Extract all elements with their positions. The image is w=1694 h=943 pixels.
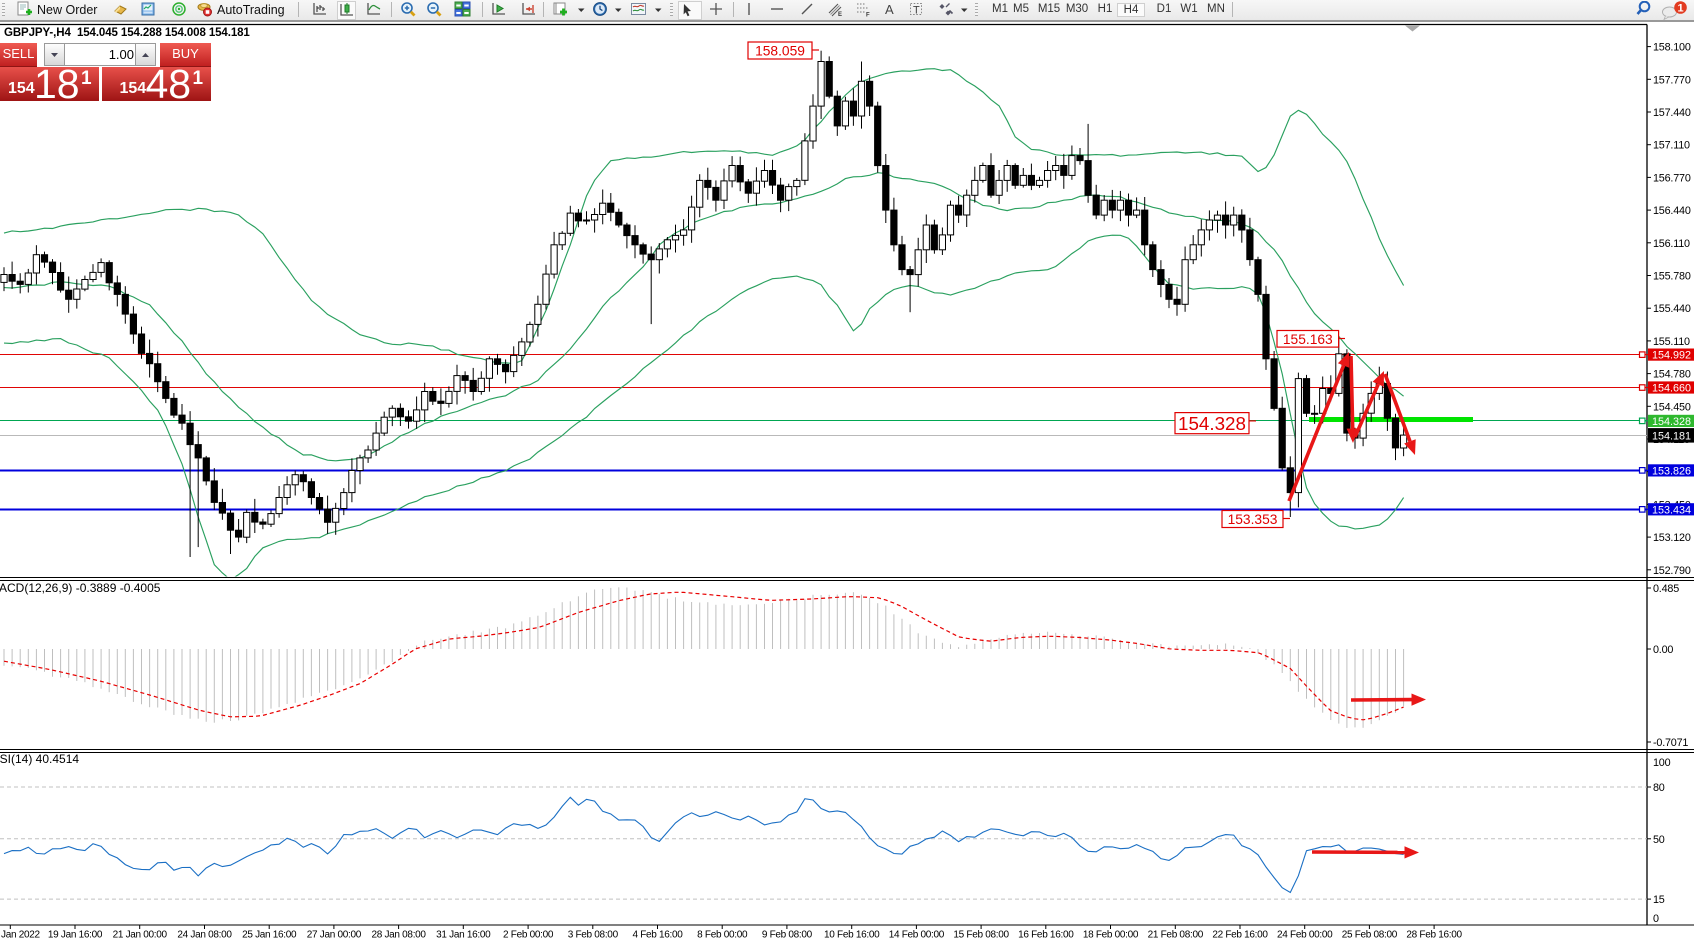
svg-text:154.328: 154.328 [1652,416,1691,428]
svg-text:153.826: 153.826 [1652,465,1691,477]
svg-text:F: F [866,13,870,19]
svg-text:152.790: 152.790 [1653,565,1691,577]
svg-text:-0.7071: -0.7071 [1653,737,1688,749]
svg-text:154.328: 154.328 [1178,413,1246,434]
svg-text:15: 15 [1653,894,1665,906]
svg-text:50: 50 [1653,834,1665,846]
svg-text:153.120: 153.120 [1653,532,1691,544]
svg-text:25 Feb 08:00: 25 Feb 08:00 [1342,930,1398,941]
svg-text:158.100: 158.100 [1653,42,1691,54]
svg-text:10 Feb 16:00: 10 Feb 16:00 [824,930,880,941]
svg-text:154.450: 154.450 [1653,401,1691,413]
svg-text:25 Jan 16:00: 25 Jan 16:00 [242,930,297,941]
svg-text:155.440: 155.440 [1653,303,1691,315]
svg-text:24 Feb 00:00: 24 Feb 00:00 [1277,930,1333,941]
svg-text:153.353: 153.353 [1228,512,1278,527]
svg-text:4 Feb 16:00: 4 Feb 16:00 [632,930,683,941]
svg-text:E: E [838,12,842,18]
svg-text:A: A [885,2,894,17]
svg-text:157.440: 157.440 [1653,107,1691,119]
svg-text:155.110: 155.110 [1653,336,1690,348]
svg-text:100: 100 [1653,757,1671,769]
svg-text:156.110: 156.110 [1653,238,1690,250]
svg-text:3 Feb 08:00: 3 Feb 08:00 [568,930,619,941]
svg-text:24 Jan 08:00: 24 Jan 08:00 [177,930,232,941]
svg-text:153.434: 153.434 [1652,504,1691,516]
svg-text:154.181: 154.181 [1652,430,1691,442]
svg-text:154.660: 154.660 [1652,383,1691,395]
svg-text:158.059: 158.059 [755,44,805,59]
svg-text:RSI(14) 40.4514: RSI(14) 40.4514 [0,752,79,766]
svg-text:T: T [913,5,920,17]
svg-text:8 Feb 00:00: 8 Feb 00:00 [697,930,748,941]
svg-text:0.485: 0.485 [1653,583,1679,595]
svg-text:31 Jan 16:00: 31 Jan 16:00 [436,930,491,941]
svg-text:0.00: 0.00 [1653,644,1673,656]
svg-text:0: 0 [1653,913,1659,925]
svg-text:28 Jan 08:00: 28 Jan 08:00 [371,930,426,941]
svg-text:156.440: 156.440 [1653,205,1691,217]
svg-text:155.163: 155.163 [1283,332,1333,347]
svg-text:154.992: 154.992 [1652,350,1691,362]
svg-text:155.780: 155.780 [1653,271,1691,283]
svg-text:16 Feb 16:00: 16 Feb 16:00 [1018,930,1074,941]
svg-text:156.770: 156.770 [1653,172,1691,184]
svg-text:2 Feb 00:00: 2 Feb 00:00 [503,930,554,941]
svg-text:80: 80 [1653,782,1665,794]
svg-text:157.770: 157.770 [1653,74,1691,86]
svg-text:28 Feb 16:00: 28 Feb 16:00 [1406,930,1462,941]
svg-text:27 Jan 00:00: 27 Jan 00:00 [307,930,362,941]
svg-text:9 Feb 08:00: 9 Feb 08:00 [762,930,813,941]
svg-text:1: 1 [1677,3,1683,15]
svg-text:19 Jan 16:00: 19 Jan 16:00 [48,930,103,941]
svg-text:21 Feb 08:00: 21 Feb 08:00 [1148,930,1204,941]
svg-text:MACD(12,26,9) -0.3889 -0.4005: MACD(12,26,9) -0.3889 -0.4005 [0,581,161,595]
svg-text:14 Feb 00:00: 14 Feb 00:00 [889,930,945,941]
svg-text:154.780: 154.780 [1653,369,1691,381]
svg-text:157.110: 157.110 [1653,140,1690,152]
svg-text:18 Feb 00:00: 18 Feb 00:00 [1083,930,1139,941]
svg-text:22 Feb 16:00: 22 Feb 16:00 [1212,930,1268,941]
svg-text:Jan 2022: Jan 2022 [1,930,40,941]
svg-text:15 Feb 08:00: 15 Feb 08:00 [953,930,1009,941]
svg-text:21 Jan 00:00: 21 Jan 00:00 [113,930,168,941]
